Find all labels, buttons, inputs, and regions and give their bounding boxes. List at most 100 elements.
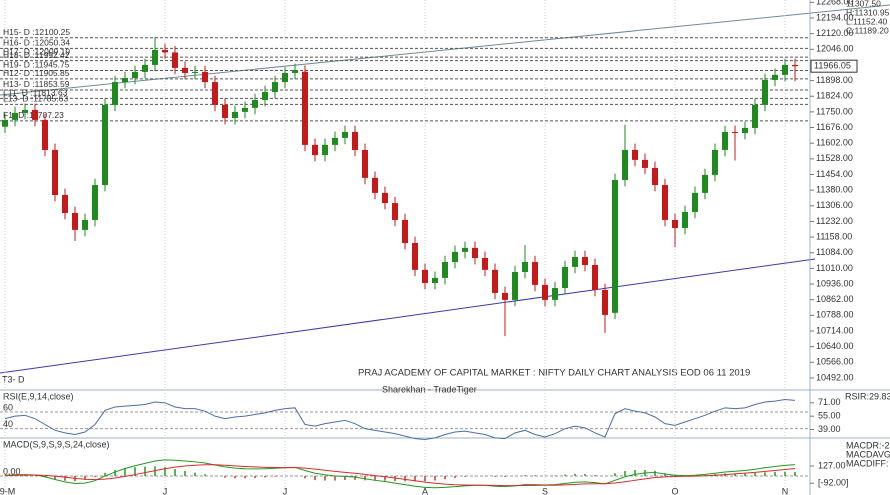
candle-body	[332, 137, 338, 145]
candle-body	[112, 82, 118, 105]
x-tick-label: 19-M	[0, 486, 15, 495]
y-tick-label: 10714.00	[816, 325, 854, 335]
candle-body	[82, 219, 88, 230]
candle-body	[62, 195, 68, 213]
x-tick-label: A	[422, 486, 428, 495]
level-label: H16- D :12050.34	[3, 38, 70, 48]
panel-title: RSI(E,9,14,close)	[3, 391, 74, 401]
candle-body	[172, 52, 178, 68]
candle-body	[232, 111, 238, 119]
candle-body	[692, 192, 698, 212]
legend-entry: MACDAVG:	[846, 449, 890, 459]
candle-body	[292, 70, 298, 73]
level-label: H19- D :11945.75	[3, 60, 70, 70]
info-readout: 11307.50	[846, 0, 881, 8]
candle-body	[322, 144, 328, 156]
candle-body	[52, 149, 58, 195]
trend-line-lower	[0, 258, 816, 374]
info-readout: C:11189.20	[846, 25, 889, 35]
trend-line-upper	[0, 4, 890, 96]
candle-body	[742, 127, 748, 134]
candle-body	[452, 251, 458, 263]
candle-body	[722, 131, 728, 150]
candle-body	[32, 109, 38, 120]
y-tick-label: 11010.00	[816, 263, 853, 273]
candle-body	[642, 159, 648, 168]
y-tick-label: 10566.00	[816, 357, 854, 367]
candle-body	[142, 64, 148, 72]
candle-body	[252, 100, 258, 108]
y-tick-label: 10936.00	[816, 278, 854, 288]
candle-body	[502, 292, 508, 300]
candle-body	[312, 144, 318, 156]
candle-body	[302, 71, 308, 145]
candle-body	[602, 289, 608, 315]
candle-body	[712, 149, 718, 175]
candle-body	[402, 219, 408, 244]
candle-body	[22, 109, 28, 113]
candle-body	[152, 49, 158, 65]
y-tick-label: 11602.00	[816, 138, 853, 148]
candle-body	[342, 131, 348, 138]
level-label: H15- D :12100.25	[3, 27, 70, 37]
candle-body	[732, 131, 738, 134]
info-readout: H:11310.95	[846, 7, 890, 17]
candle-body	[12, 112, 18, 120]
candle-body	[472, 247, 478, 259]
x-tick-label: J	[283, 486, 288, 495]
y-tick-label: 11898.00	[816, 75, 853, 85]
candle-body	[632, 149, 638, 160]
candle-body	[652, 167, 658, 186]
candle-body	[492, 269, 498, 293]
candle-body	[102, 104, 108, 186]
macd-line	[4, 459, 796, 489]
level-label: H17- D :12009.19	[3, 46, 70, 56]
candle-body	[132, 71, 138, 79]
legend-entry: MACDIFF:	[846, 458, 889, 468]
candle-body	[772, 74, 778, 80]
candle-body	[612, 179, 618, 313]
candle-body	[392, 203, 398, 220]
candle-body	[572, 256, 578, 267]
level-label: L11- D :11813.63	[3, 88, 68, 98]
x-tick-label: N	[782, 486, 789, 495]
macd-line	[4, 464, 796, 487]
candle-body	[512, 271, 518, 300]
y-tick-label: 10862.00	[816, 294, 854, 304]
chart-title: PRAJ ACADEMY OF CAPITAL MARKET : NIFTY D…	[358, 368, 750, 379]
candle-body	[442, 262, 448, 278]
level-label: H13- D :11853.59	[3, 79, 70, 89]
candle-body	[622, 149, 628, 180]
candle-body	[592, 265, 598, 290]
y-tick-label: 10640.00	[816, 341, 854, 351]
y2-tick-label: 55.00	[818, 411, 841, 421]
y-tick-label: 11232.00	[816, 216, 853, 226]
candle-body	[672, 219, 678, 228]
y2-tick-label: 71.00	[818, 397, 841, 407]
y-tick-label: 11824.00	[816, 91, 853, 101]
y-tick-label: 11158.00	[816, 231, 852, 241]
candle-body	[182, 67, 188, 73]
y-tick-label: 11084.00	[816, 247, 853, 257]
y-tick-label: 10492.00	[816, 372, 854, 382]
candle-body	[352, 131, 358, 150]
candle-body	[562, 266, 568, 289]
y2-tick-label: 127.00	[818, 460, 846, 470]
y-tick-label: 0.00	[3, 466, 21, 476]
y-tick-label: 11306.00	[816, 200, 853, 210]
candle-body	[462, 247, 468, 252]
candle-body	[262, 92, 268, 101]
candle-body	[202, 71, 208, 83]
candle-body	[242, 107, 248, 112]
candle-body	[682, 211, 688, 228]
level-label: H12- D :11905.85	[3, 68, 70, 78]
y2-tick-label: 39.00	[818, 424, 841, 434]
candle-body	[92, 185, 98, 220]
y-tick-label: 10788.00	[816, 310, 854, 320]
panel-title: MACD(S,9,S,9,S,24,close)	[3, 439, 110, 449]
y-tick-label: 11380.00	[816, 185, 853, 195]
y-tick-label: 11454.00	[816, 169, 853, 179]
candle-body	[662, 185, 668, 220]
candle-body	[522, 262, 528, 272]
